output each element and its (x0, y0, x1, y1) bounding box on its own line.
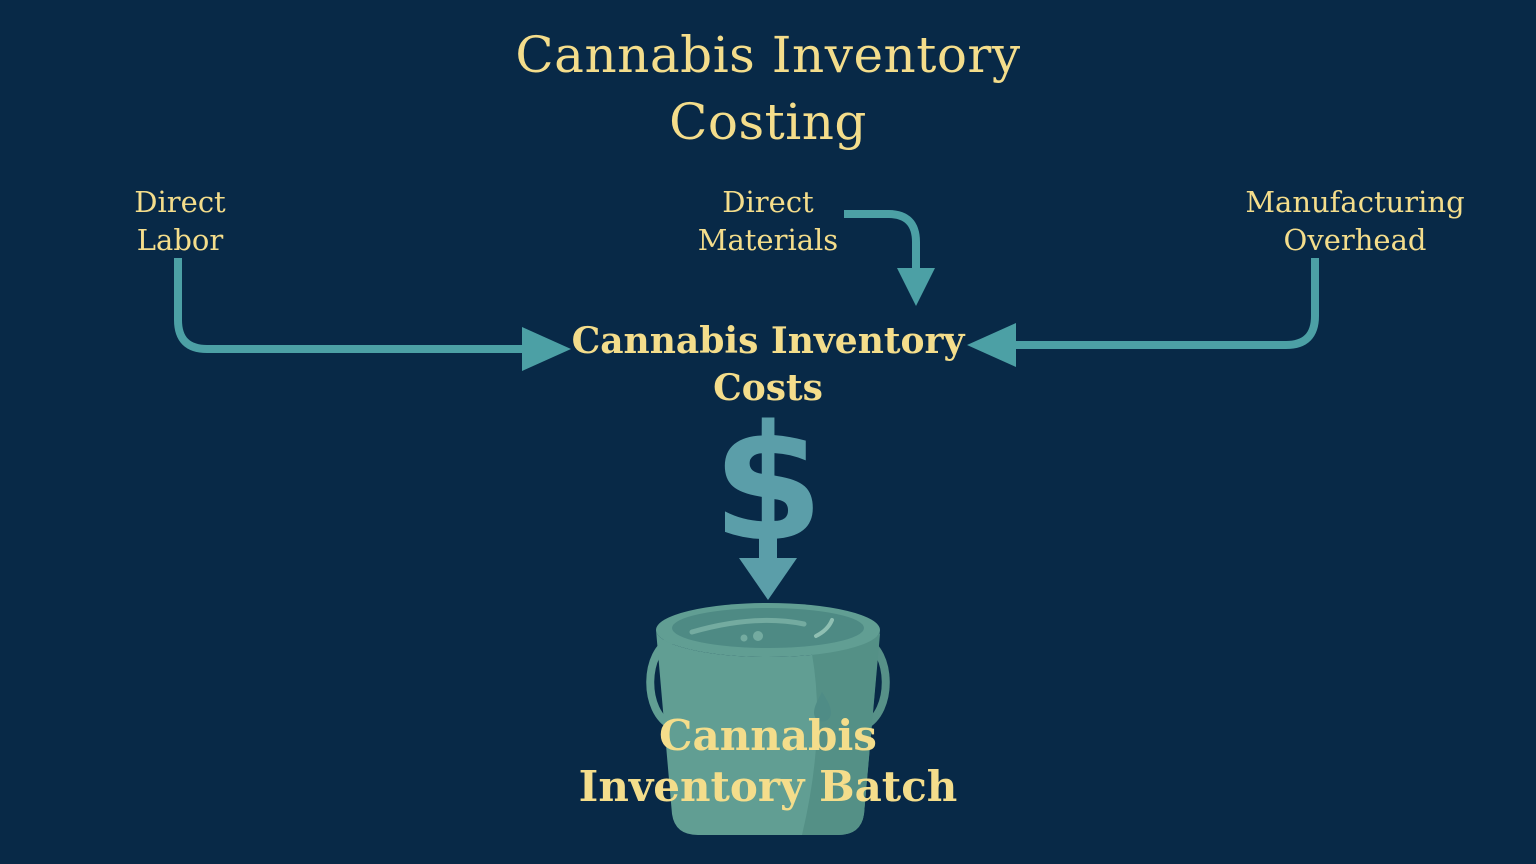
label-cannabis-inventory-costs-line2: Costs (713, 367, 823, 409)
page-title: Cannabis Inventory Costing (0, 22, 1536, 156)
label-direct-labor: Direct Labor (20, 183, 340, 259)
dollar-down-arrow-icon (739, 524, 797, 600)
liquid-highlight-streak (689, 617, 807, 635)
liquid-highlight-dot (740, 634, 748, 642)
label-cannabis-inventory-batch-line1: Cannabis (659, 711, 877, 760)
label-direct-materials-line2: Materials (697, 223, 839, 257)
label-cannabis-inventory-batch: Cannabis Inventory Batch (468, 710, 1068, 812)
label-manufacturing-overhead-line2: Overhead (1283, 223, 1427, 257)
label-cannabis-inventory-costs-line1: Cannabis Inventory (571, 320, 965, 362)
label-manufacturing-overhead-line1: Manufacturing (1245, 185, 1465, 219)
label-direct-materials-line1: Direct (722, 185, 814, 219)
label-cannabis-inventory-costs: Cannabis Inventory Costs (468, 318, 1068, 412)
liquid-highlight-arc (814, 618, 834, 638)
direct-labor-arrow-icon (174, 258, 571, 371)
droplet-icon (814, 692, 831, 722)
direct-materials-arrow-icon (844, 210, 935, 306)
bucket-shading (802, 634, 880, 835)
liquid-highlight-dot (753, 631, 763, 641)
label-direct-labor-line1: Direct (134, 185, 226, 219)
bucket-icon (646, 603, 890, 835)
page-title-line2: Costing (669, 93, 867, 151)
bucket-liquid (672, 608, 864, 648)
label-manufacturing-overhead: Manufacturing Overhead (1195, 183, 1515, 259)
label-direct-materials: Direct Materials (608, 183, 928, 259)
manufacturing-overhead-arrow-icon (967, 258, 1319, 367)
page-title-line1: Cannabis Inventory (515, 26, 1021, 84)
label-cannabis-inventory-batch-line2: Inventory Batch (578, 762, 958, 811)
label-direct-labor-line2: Labor (136, 223, 224, 257)
